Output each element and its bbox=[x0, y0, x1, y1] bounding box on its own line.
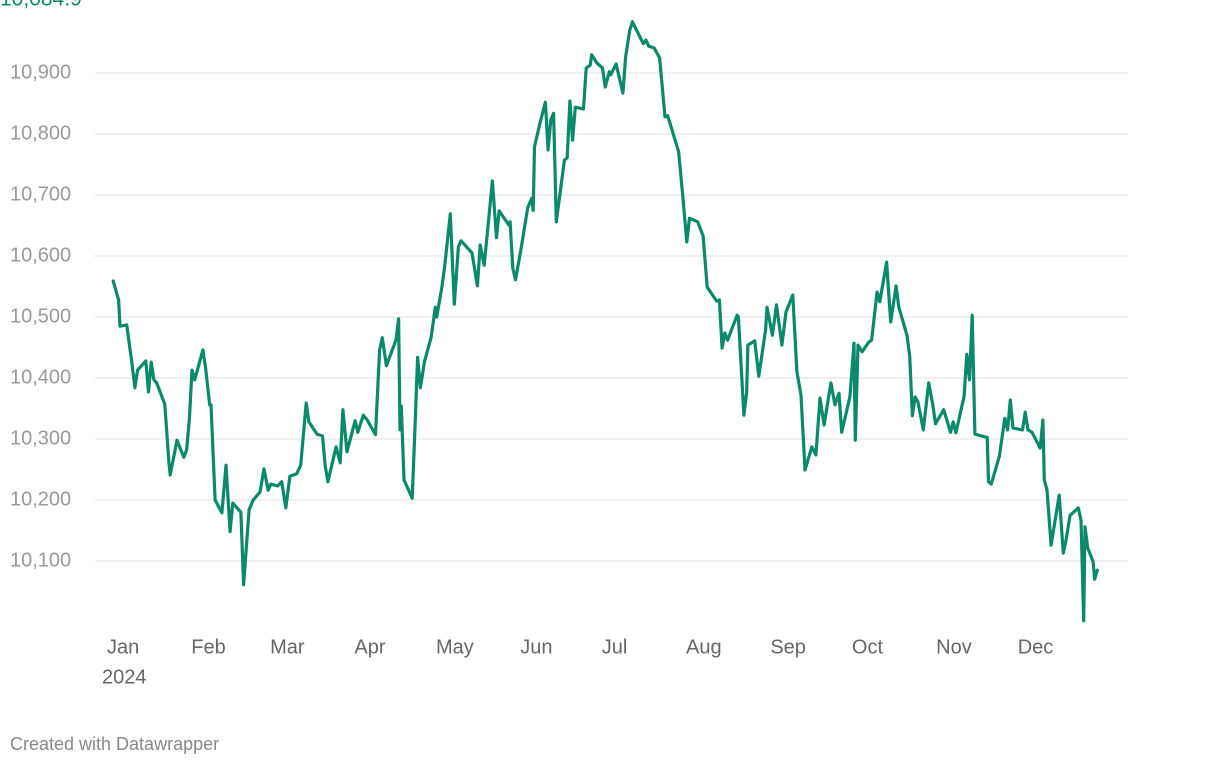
x-tick-label: Dec bbox=[1018, 636, 1054, 658]
footer: Created with Datawrapper bbox=[10, 734, 219, 754]
x-year-label: 2024 bbox=[102, 666, 147, 688]
y-tick-label: 10,200 bbox=[10, 488, 71, 510]
x-tick-label: Nov bbox=[936, 636, 972, 658]
x-tick-label: Apr bbox=[354, 636, 385, 658]
x-tick-label: Jun bbox=[520, 636, 552, 658]
y-tick-label: 10,400 bbox=[10, 366, 71, 388]
y-tick-label: 10,800 bbox=[10, 122, 71, 144]
y-tick-label: 10,500 bbox=[10, 305, 71, 327]
x-tick-label: Sep bbox=[770, 636, 806, 658]
x-tick-label: Feb bbox=[191, 636, 225, 658]
x-tick-label: May bbox=[436, 636, 474, 658]
x-tick-label: Jul bbox=[602, 636, 628, 658]
x-tick-label: Jan bbox=[107, 636, 139, 658]
line-series bbox=[111, 20, 1099, 623]
y-tick-label: 10,100 bbox=[10, 549, 71, 571]
y-tick-label: 10,600 bbox=[10, 244, 71, 266]
y-tick-label: 10,700 bbox=[10, 183, 71, 205]
y-tick-label: 10,900 bbox=[10, 61, 71, 83]
x-tick-label: Mar bbox=[270, 636, 305, 658]
value-label: 10,084.9 bbox=[0, 0, 82, 11]
y-tick-label: 10,300 bbox=[10, 427, 71, 449]
x-tick-label: Aug bbox=[686, 636, 722, 658]
x-tick-label: Oct bbox=[852, 636, 884, 658]
